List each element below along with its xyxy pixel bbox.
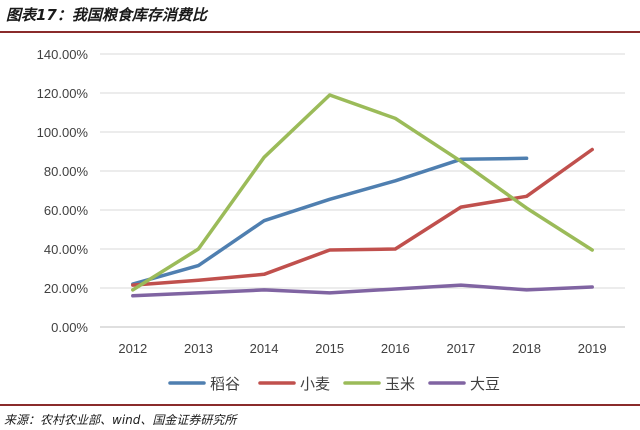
source-note: 来源：农村农业部、wind、国金证券研究所 [4, 413, 237, 427]
legend-label: 玉米 [385, 375, 415, 393]
y-tick-label: 60.00% [44, 203, 89, 218]
top-rule [0, 31, 640, 33]
x-tick-label: 2018 [512, 341, 541, 356]
series-lines [131, 93, 594, 298]
y-axis-ticks: 0.00% 20.00% 40.00% 60.00% 80.00% 100.00% 120.… [37, 47, 89, 335]
y-tick-label: 120.00% [37, 86, 89, 101]
series-line-4 [131, 283, 594, 298]
y-tick-label: 80.00% [44, 164, 89, 179]
legend-label: 大豆 [470, 375, 500, 393]
series-line-3 [131, 93, 594, 292]
bottom-rule [0, 404, 640, 406]
x-tick-label: 2015 [315, 341, 344, 356]
y-tick-label: 100.00% [37, 125, 89, 140]
x-tick-label: 2017 [446, 341, 475, 356]
legend: 稻谷 小麦 玉米 大豆 [168, 375, 500, 393]
y-tick-label: 20.00% [44, 281, 89, 296]
line-chart: 0.00% 20.00% 40.00% 60.00% 80.00% 100.00% 120.… [37, 47, 625, 393]
x-tick-label: 2019 [578, 341, 607, 356]
x-axis-ticks: 2012 2013 2014 2015 2016 2017 2018 2019 [118, 341, 606, 356]
series-line-2 [131, 147, 594, 287]
y-tick-label: 40.00% [44, 242, 89, 257]
x-tick-label: 2016 [381, 341, 410, 356]
legend-label: 稻谷 [210, 375, 240, 393]
series-line-1 [131, 156, 529, 286]
title-bar: 图表17：我国粮食库存消费比 [0, 0, 640, 30]
y-tick-label: 0.00% [51, 320, 88, 335]
legend-label: 小麦 [300, 375, 330, 393]
x-tick-label: 2012 [118, 341, 147, 356]
chart-title: 图表17：我国粮食库存消费比 [6, 6, 207, 24]
y-tick-label: 140.00% [37, 47, 89, 62]
x-tick-label: 2014 [250, 341, 279, 356]
x-tick-label: 2013 [184, 341, 213, 356]
